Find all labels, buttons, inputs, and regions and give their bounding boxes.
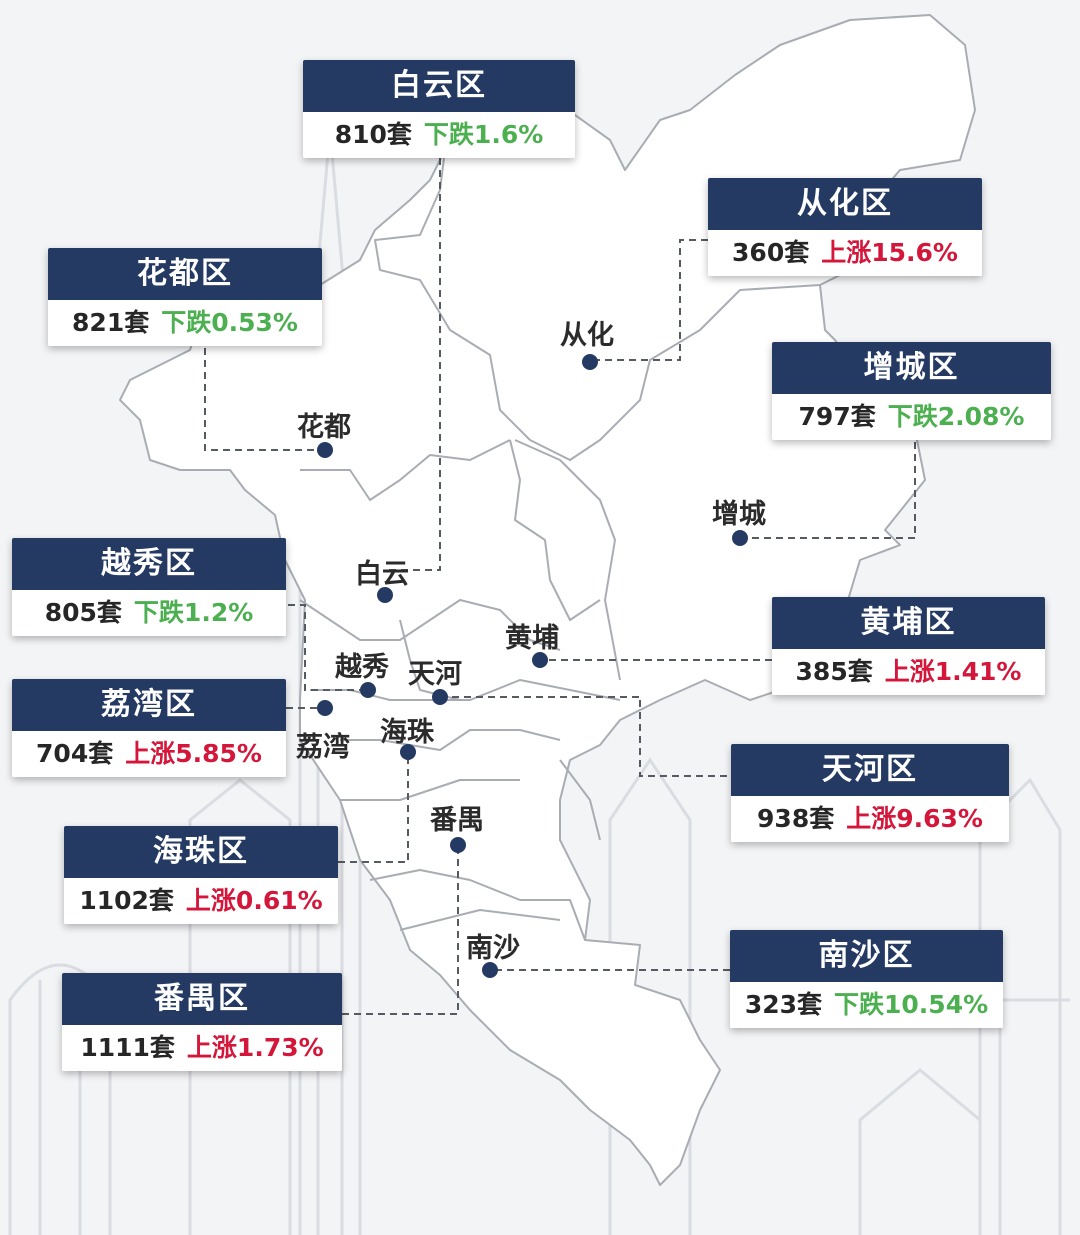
card-title: 增城区: [772, 342, 1051, 394]
card-title: 海珠区: [64, 826, 338, 878]
units-value: 323套: [744, 990, 823, 1019]
card-stats: 805套 下跌1.2%: [12, 590, 286, 636]
card-title: 黄埔区: [772, 597, 1045, 649]
marker-zengcheng: [732, 530, 748, 546]
change-value: 上涨15.6%: [821, 238, 958, 267]
change-value: 上涨9.63%: [846, 804, 983, 833]
units-value: 810套: [334, 120, 412, 149]
units-value: 805套: [44, 598, 122, 627]
card-title: 花都区: [48, 248, 322, 300]
marker-conghua: [582, 354, 598, 370]
map-name-huangpu: 黄埔: [505, 623, 559, 654]
change-value: 下跌1.2%: [133, 598, 254, 627]
units-value: 704套: [36, 739, 114, 768]
map-name-haizhu: 海珠: [380, 717, 434, 748]
card-stats: 385套 上涨1.41%: [772, 649, 1045, 695]
card-title: 白云区: [303, 60, 575, 112]
card-title: 番禺区: [62, 973, 342, 1025]
marker-haizhu: [400, 744, 416, 760]
change-value: 下跌2.08%: [887, 402, 1025, 431]
card-nansha: 南沙区 323套 下跌10.54%: [730, 930, 1003, 1028]
card-title: 从化区: [708, 178, 982, 230]
units-value: 385套: [795, 657, 873, 686]
map-name-zengcheng: 增城: [712, 499, 766, 530]
marker-baiyun: [377, 587, 393, 603]
units-value: 360套: [732, 238, 810, 267]
district-markers: [317, 354, 748, 978]
change-value: 下跌1.6%: [423, 120, 544, 149]
card-panyu: 番禺区 1111套 上涨1.73%: [62, 973, 342, 1071]
card-title: 天河区: [731, 744, 1009, 796]
units-value: 797套: [798, 402, 876, 431]
city-outline: [119, 14, 976, 1186]
card-stats: 810套 下跌1.6%: [303, 112, 575, 158]
marker-liwan: [317, 700, 333, 716]
marker-tianhe: [432, 689, 448, 705]
card-title: 越秀区: [12, 538, 286, 590]
card-stats: 360套 上涨15.6%: [708, 230, 982, 276]
marker-yuexiu: [360, 682, 376, 698]
card-huadu: 花都区 821套 下跌0.53%: [48, 248, 322, 346]
map-name-huadu: 花都: [297, 412, 351, 443]
card-stats: 704套 上涨5.85%: [12, 731, 286, 777]
map-name-liwan: 荔湾: [296, 732, 350, 763]
card-baiyun: 白云区 810套 下跌1.6%: [303, 60, 575, 158]
map-name-nansha: 南沙: [466, 933, 520, 964]
card-stats: 938套 上涨9.63%: [731, 796, 1009, 842]
district-boundaries: [299, 149, 821, 941]
card-stats: 323套 下跌10.54%: [730, 982, 1003, 1028]
card-title: 南沙区: [730, 930, 1003, 982]
change-value: 上涨1.73%: [186, 1033, 324, 1062]
change-value: 上涨0.61%: [185, 886, 323, 915]
change-value: 上涨5.85%: [125, 739, 262, 768]
card-zengcheng: 增城区 797套 下跌2.08%: [772, 342, 1051, 440]
card-huangpu: 黄埔区 385套 上涨1.41%: [772, 597, 1045, 695]
marker-huangpu: [532, 652, 548, 668]
marker-panyu: [450, 837, 466, 853]
map-name-yuexiu: 越秀: [335, 652, 389, 683]
map-name-tianhe: 天河: [408, 659, 462, 690]
card-stats: 1111套 上涨1.73%: [62, 1025, 342, 1071]
card-haizhu: 海珠区 1102套 上涨0.61%: [64, 826, 338, 924]
units-value: 938套: [757, 804, 835, 833]
card-tianhe: 天河区 938套 上涨9.63%: [731, 744, 1009, 842]
marker-huadu: [317, 442, 333, 458]
map-name-baiyun: 白云: [355, 559, 409, 590]
card-yuexiu: 越秀区 805套 下跌1.2%: [12, 538, 286, 636]
card-liwan: 荔湾区 704套 上涨5.85%: [12, 679, 286, 777]
units-value: 821套: [72, 308, 150, 337]
leader-lines: [204, 158, 916, 1015]
card-stats: 797套 下跌2.08%: [772, 394, 1051, 440]
change-value: 上涨1.41%: [884, 657, 1022, 686]
map-name-conghua: 从化: [560, 320, 614, 351]
card-stats: 821套 下跌0.53%: [48, 300, 322, 346]
units-value: 1102套: [79, 886, 174, 915]
change-value: 下跌10.54%: [834, 990, 989, 1019]
card-conghua: 从化区 360套 上涨15.6%: [708, 178, 982, 276]
card-stats: 1102套 上涨0.61%: [64, 878, 338, 924]
units-value: 1111套: [80, 1033, 175, 1062]
change-value: 下跌0.53%: [161, 308, 298, 337]
map-name-panyu: 番禺: [430, 805, 484, 836]
card-title: 荔湾区: [12, 679, 286, 731]
marker-nansha: [482, 962, 498, 978]
